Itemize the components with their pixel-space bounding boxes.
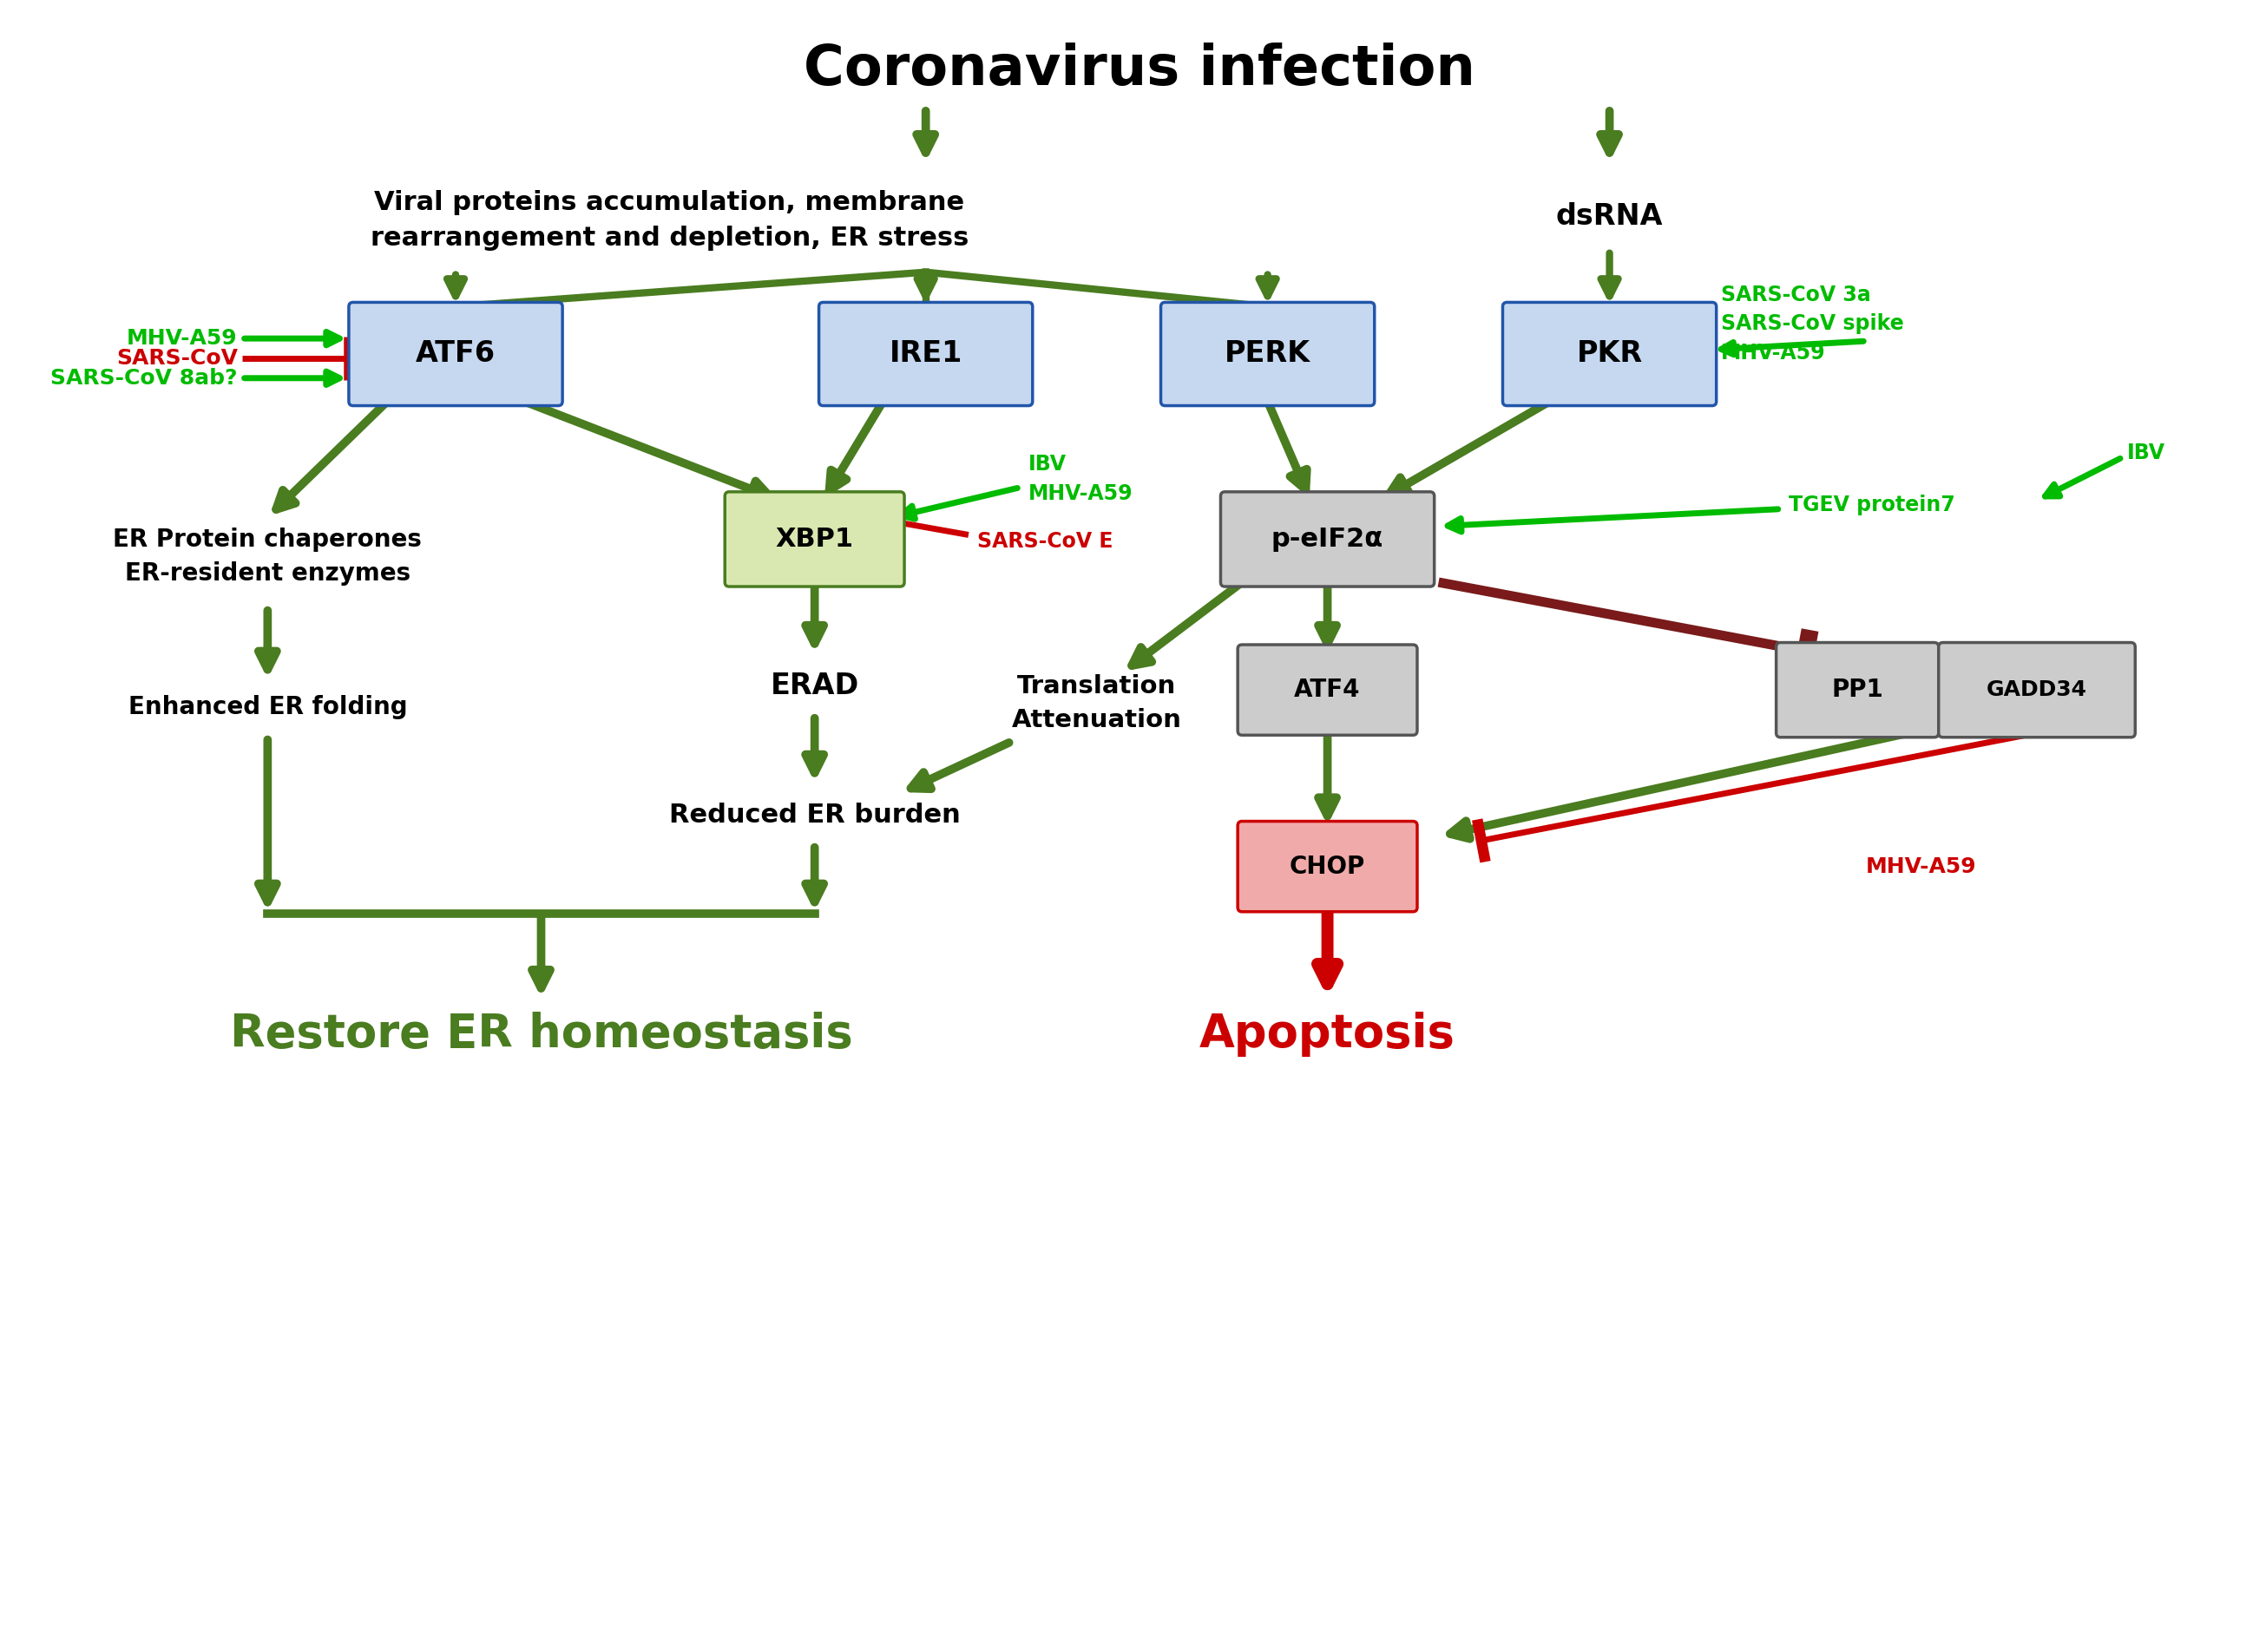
Text: ATF6: ATF6 <box>415 340 496 368</box>
FancyBboxPatch shape <box>818 302 1033 406</box>
FancyBboxPatch shape <box>1777 643 1940 737</box>
Text: IBV: IBV <box>2126 443 2164 464</box>
FancyBboxPatch shape <box>1221 492 1434 586</box>
Text: Enhanced ER folding: Enhanced ER folding <box>127 695 408 719</box>
Text: SARS-CoV 3a
SARS-CoV spike
MHV-A59: SARS-CoV 3a SARS-CoV spike MHV-A59 <box>1720 284 1903 363</box>
Text: SARS-CoV 8ab?: SARS-CoV 8ab? <box>50 368 238 388</box>
Text: p-eIF2α: p-eIF2α <box>1271 527 1385 552</box>
FancyBboxPatch shape <box>349 302 562 406</box>
Text: PERK: PERK <box>1224 340 1310 368</box>
FancyBboxPatch shape <box>725 492 904 586</box>
FancyBboxPatch shape <box>1940 643 2135 737</box>
Text: MHV-A59: MHV-A59 <box>127 329 238 349</box>
Text: ER Protein chaperones
ER-resident enzymes: ER Protein chaperones ER-resident enzyme… <box>113 527 421 585</box>
Text: ATF4: ATF4 <box>1294 677 1360 702</box>
FancyBboxPatch shape <box>1502 302 1715 406</box>
Text: Reduced ER burden: Reduced ER burden <box>668 803 961 828</box>
Text: Translation
Attenuation: Translation Attenuation <box>1011 674 1181 732</box>
Text: TGEV protein7: TGEV protein7 <box>1790 494 1956 515</box>
Text: GADD34: GADD34 <box>1987 679 2087 700</box>
Text: ERAD: ERAD <box>770 671 859 700</box>
Text: XBP1: XBP1 <box>775 527 854 552</box>
Text: PKR: PKR <box>1577 340 1643 368</box>
Text: SARS-CoV E: SARS-CoV E <box>977 532 1113 552</box>
Text: Restore ER homeostasis: Restore ER homeostasis <box>229 1013 852 1057</box>
Text: dsRNA: dsRNA <box>1557 202 1663 231</box>
FancyBboxPatch shape <box>1237 821 1416 912</box>
Text: Coronavirus infection: Coronavirus infection <box>804 43 1475 97</box>
Text: IBV
MHV-A59: IBV MHV-A59 <box>1029 454 1133 504</box>
Text: CHOP: CHOP <box>1289 854 1366 879</box>
FancyBboxPatch shape <box>1237 644 1416 735</box>
Text: Apoptosis: Apoptosis <box>1199 1013 1455 1057</box>
Text: SARS-CoV: SARS-CoV <box>116 349 238 368</box>
Text: Viral proteins accumulation, membrane
rearrangement and depletion, ER stress: Viral proteins accumulation, membrane re… <box>369 190 968 251</box>
FancyBboxPatch shape <box>1160 302 1375 406</box>
Text: IRE1: IRE1 <box>888 340 963 368</box>
Text: MHV-A59: MHV-A59 <box>1865 856 1976 877</box>
Text: PP1: PP1 <box>1831 677 1883 702</box>
